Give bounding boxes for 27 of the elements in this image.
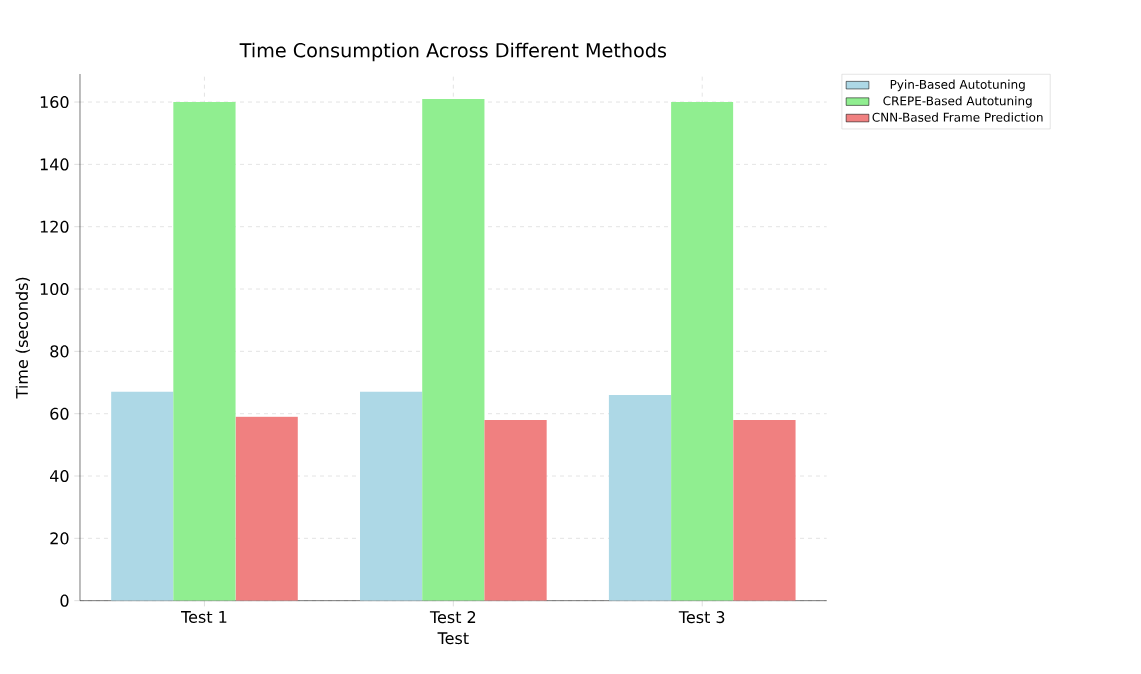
bar xyxy=(422,98,485,601)
bar xyxy=(484,419,547,601)
bar xyxy=(173,102,236,601)
y-axis-title: Time (seconds) xyxy=(15,277,30,399)
y-tick-label: 140 xyxy=(40,158,69,171)
x-tick-label: Test 2 xyxy=(429,611,476,624)
x-tick-label: Test 1 xyxy=(181,611,227,623)
x-tick-label: Test 3 xyxy=(678,611,725,624)
bar xyxy=(608,394,672,601)
legend-label: CREPE-Based Autotuning xyxy=(883,96,1032,108)
y-tick-label: 100 xyxy=(40,282,69,296)
y-tick-label: 40 xyxy=(50,469,69,483)
bar xyxy=(235,416,298,601)
bar xyxy=(360,391,423,601)
chart-title: Time Consumption Across Different Methods xyxy=(239,42,667,62)
bar xyxy=(671,102,734,601)
x-axis-title: Test xyxy=(437,632,469,645)
legend-label: Pyin-Based Autotuning xyxy=(890,79,1025,92)
y-tick-label: 160 xyxy=(40,95,69,109)
y-tick-label: 0 xyxy=(60,594,69,607)
legend-label: CNN-Based Frame Prediction xyxy=(872,112,1043,122)
y-tick-label: 120 xyxy=(40,220,69,233)
y-tick-label: 60 xyxy=(50,407,69,420)
bar xyxy=(111,391,174,601)
y-tick-label: 20 xyxy=(50,532,69,545)
y-tick-label: 80 xyxy=(50,345,69,358)
bar xyxy=(733,419,796,601)
